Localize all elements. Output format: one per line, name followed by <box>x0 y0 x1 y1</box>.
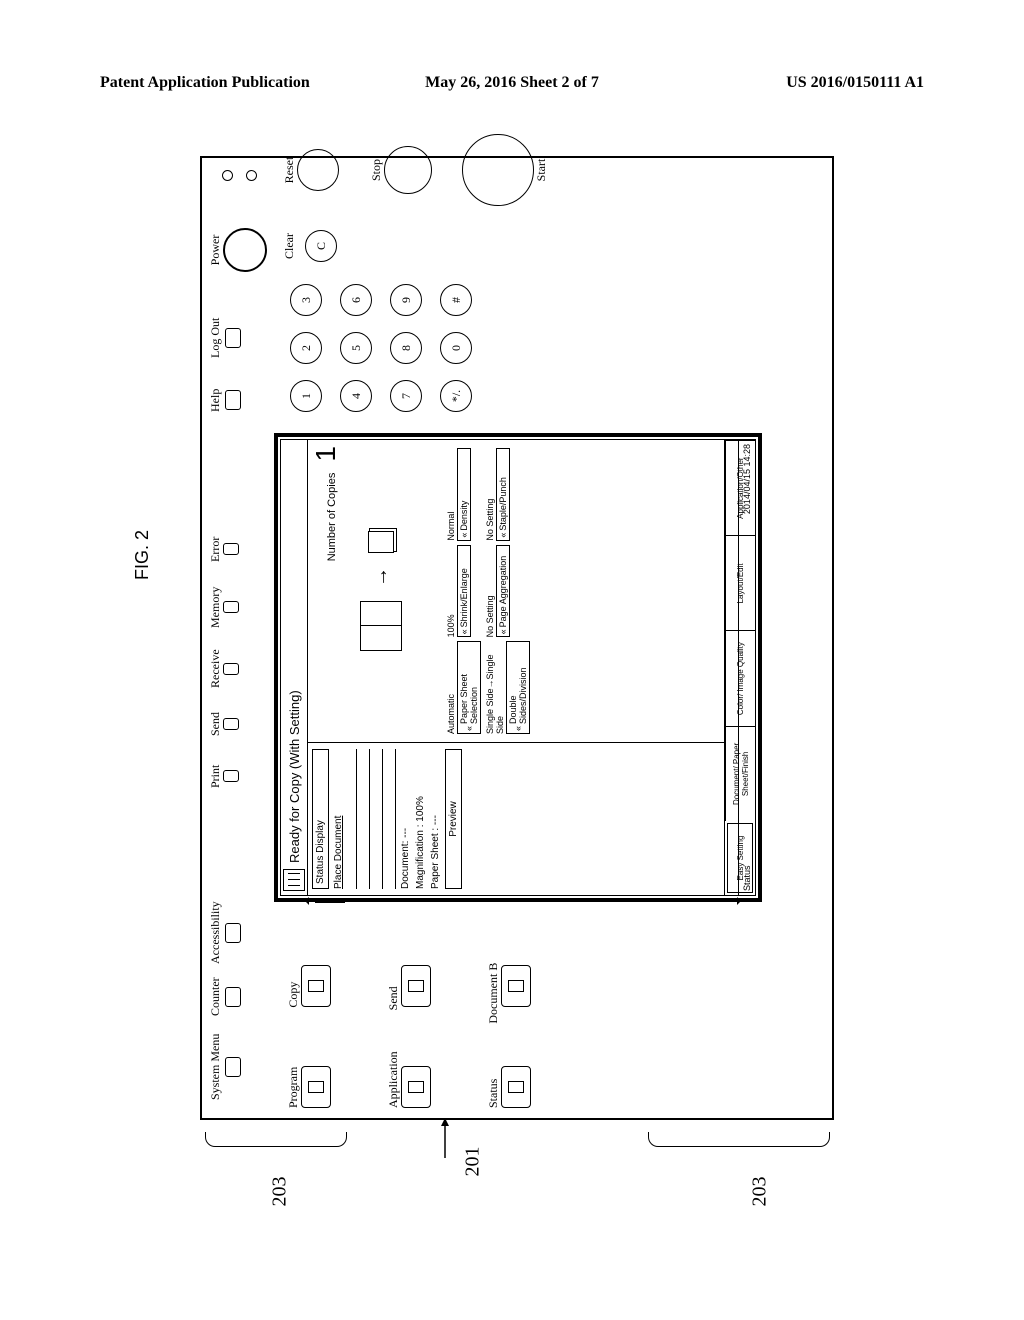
stop-button[interactable] <box>384 146 432 194</box>
accessibility-label: Accessibility <box>208 901 222 964</box>
double-sides-chip[interactable]: Double Sides/Division <box>506 641 530 734</box>
shrink-enlarge-chip[interactable]: Shrink/Enlarge <box>457 545 471 638</box>
callout-201-leader <box>430 1118 460 1158</box>
copy-button[interactable] <box>301 965 331 1007</box>
callout-203-right: 203 <box>749 1177 772 1207</box>
s-staple-label: No Setting <box>485 448 495 541</box>
key-9[interactable]: 9 <box>390 284 422 316</box>
callout-203-left: 203 <box>269 1177 292 1207</box>
display-title: Ready for Copy (With Setting) <box>287 690 302 863</box>
display-scrollbar[interactable] <box>309 899 737 903</box>
s-sides-label: Single Side→Single Side <box>485 641 505 734</box>
key-hash[interactable]: # <box>440 284 472 316</box>
key-0[interactable]: 0 <box>440 332 472 364</box>
brace-left <box>205 1132 347 1147</box>
logout-button[interactable] <box>225 328 241 348</box>
stop-label: Stop <box>369 159 384 181</box>
staple-punch-chip[interactable]: Staple/Punch <box>496 448 510 541</box>
key-star[interactable]: */. <box>440 380 472 412</box>
logout-label: Log Out <box>208 318 222 358</box>
print-label: Print <box>208 765 222 788</box>
copy-label: Copy <box>286 982 300 1008</box>
key-2[interactable]: 2 <box>290 332 322 364</box>
magnification-field: Magnification : 100% <box>415 749 426 889</box>
key-8[interactable]: 8 <box>390 332 422 364</box>
status-led-2 <box>246 170 257 181</box>
reset-button[interactable] <box>297 149 339 191</box>
key-6[interactable]: 6 <box>340 284 372 316</box>
status-label: Status <box>486 1079 500 1108</box>
receive-label: Receive <box>208 649 222 688</box>
clear-label: Clear <box>282 233 297 259</box>
program-button[interactable] <box>301 1066 331 1108</box>
key-4[interactable]: 4 <box>340 380 372 412</box>
send-button[interactable] <box>401 965 431 1007</box>
status-display-box: Status Display <box>312 749 329 889</box>
numeric-keypad: 1 2 3 4 5 6 7 8 9 */. 0 # <box>290 286 472 412</box>
receive-led <box>223 663 239 675</box>
operation-panel: System Menu Counter Accessibility Print … <box>200 160 830 1120</box>
start-button[interactable] <box>462 134 534 206</box>
place-document-text: Place Document <box>333 749 344 889</box>
print-led <box>223 770 239 782</box>
title-icon <box>283 869 305 891</box>
s-pageagg-label: No Setting <box>485 545 495 638</box>
send-label: Send <box>386 986 400 1010</box>
error-label: Error <box>208 537 222 562</box>
system-menu-label: System Menu <box>208 1034 222 1100</box>
paper-sheet-selection-chip[interactable]: Paper Sheet Selection <box>457 641 481 734</box>
memory-led <box>223 601 239 613</box>
clear-button[interactable]: C <box>305 230 337 262</box>
status-led-1 <box>222 170 233 181</box>
send-led <box>223 718 239 730</box>
copies-label: Number of Copies <box>326 473 338 562</box>
paper-sheet-field: Paper Sheet : --- <box>430 749 441 889</box>
accessibility-button[interactable] <box>225 923 241 943</box>
statusbar-left: Status <box>742 865 752 891</box>
touch-display[interactable]: Ready for Copy (With Setting) Status Dis… <box>280 439 756 896</box>
preview-button[interactable]: Preview <box>445 749 462 889</box>
application-label: Application <box>386 1051 400 1108</box>
reset-label: Reset <box>282 157 297 184</box>
statusbar-timestamp: 2014/04/15 14:28 <box>742 444 752 514</box>
send-ind-label: Send <box>208 712 222 736</box>
start-label: Start <box>534 159 549 182</box>
application-button[interactable] <box>401 1066 431 1108</box>
counter-label: Counter <box>208 977 222 1016</box>
counter-button[interactable] <box>225 987 241 1007</box>
brace-right <box>648 1132 830 1147</box>
figure-label: FIG. 2 <box>132 530 153 580</box>
system-menu-button[interactable] <box>225 1057 241 1077</box>
document-field: Document: --- <box>400 749 411 889</box>
copies-value: 1 <box>310 446 341 462</box>
error-led <box>223 543 239 555</box>
page-aggregation-chip[interactable]: Page Aggregation <box>496 545 510 638</box>
header-right: US 2016/0150111 A1 <box>786 74 924 92</box>
help-label: Help <box>208 389 222 412</box>
key-1[interactable]: 1 <box>290 380 322 412</box>
density-chip[interactable]: Density <box>457 448 471 541</box>
documentb-label: Document B <box>486 963 500 1024</box>
key-3[interactable]: 3 <box>290 284 322 316</box>
key-7[interactable]: 7 <box>390 380 422 412</box>
key-5[interactable]: 5 <box>340 332 372 364</box>
callout-201: 201 <box>462 1147 485 1177</box>
status-button[interactable] <box>501 1066 531 1108</box>
memory-label: Memory <box>208 587 222 628</box>
s-density-label: Normal <box>446 448 456 541</box>
help-button[interactable] <box>225 390 241 410</box>
program-label: Program <box>286 1067 300 1108</box>
s-zoom-label: 100% <box>446 545 456 638</box>
power-label: Power <box>208 235 222 266</box>
s-automatic-label: Automatic <box>446 641 456 734</box>
documentb-button[interactable] <box>501 965 531 1007</box>
power-button[interactable] <box>223 228 267 272</box>
